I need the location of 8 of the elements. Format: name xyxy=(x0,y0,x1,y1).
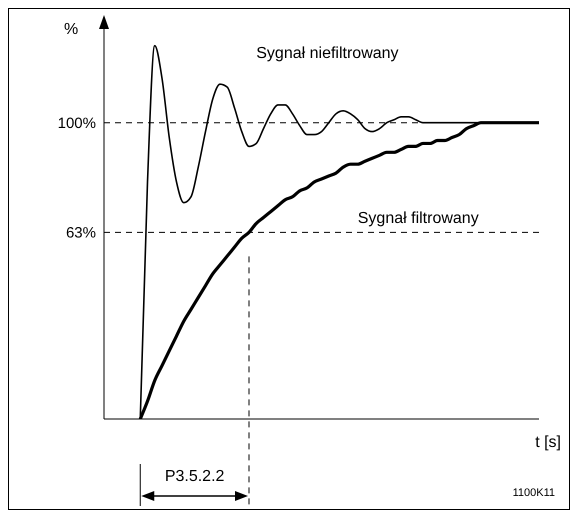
x-axis-title: t [s] xyxy=(535,434,561,452)
y-axis-title: % xyxy=(64,21,78,39)
text: Sygnał niefiltrowany xyxy=(256,45,399,64)
text: 1100K11 xyxy=(512,487,555,499)
text: Sygnał filtrowany xyxy=(358,210,479,228)
text: P3.5.2.2 xyxy=(164,468,226,486)
y-tick-label: 63% xyxy=(66,224,96,242)
y-tick-label: 100% xyxy=(58,115,96,132)
